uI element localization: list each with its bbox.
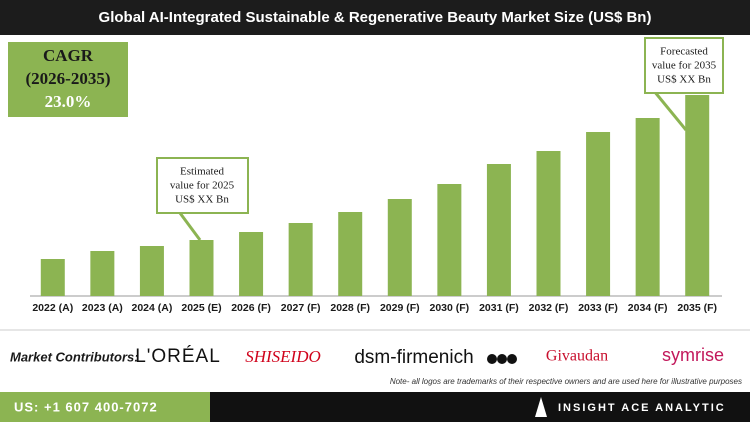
logo-dot: [507, 354, 517, 364]
logo: dsm-firmenich: [354, 347, 473, 368]
contributors-label: Market Contributors:: [10, 349, 139, 364]
bar: [338, 212, 363, 296]
x-tick-label: 2034 (F): [628, 302, 668, 314]
logo: SHISEIDO: [245, 347, 321, 366]
logo-dot: [487, 354, 497, 364]
x-tick-label: 2023 (A): [82, 302, 123, 314]
bar: [40, 259, 65, 296]
cagr-value: 23.0%: [45, 92, 92, 111]
x-tick-label: 2022 (A): [32, 302, 73, 314]
bar: [139, 246, 164, 296]
bar: [635, 118, 660, 296]
logo: Givaudan: [546, 348, 608, 365]
callout-text: Estimated: [180, 166, 224, 178]
bar: [189, 240, 214, 296]
x-tick-label: 2024 (A): [131, 302, 172, 314]
x-tick-label: 2033 (F): [578, 302, 618, 314]
logo-dot: [497, 354, 507, 364]
bar: [536, 151, 561, 296]
chart-title: Global AI-Integrated Sustainable & Regen…: [99, 9, 652, 26]
footer-brand: INSIGHT ACE ANALYTIC: [558, 402, 726, 414]
callout-text: value for 2025: [170, 180, 235, 192]
callout-text: US$ XX Bn: [175, 194, 229, 206]
callout-box: [644, 37, 724, 94]
brand-icon: [535, 397, 547, 417]
callout-line: [178, 212, 202, 241]
footer-phone-bg: [0, 392, 210, 422]
callout-text: US$ XX Bn: [657, 74, 711, 86]
callout-text: Forecasted: [660, 46, 708, 58]
footer-phone: US: +1 607 400-7072: [14, 399, 158, 414]
callout-text: value for 2035: [652, 60, 717, 72]
x-tick-label: 2030 (F): [430, 302, 470, 314]
cagr-box: [8, 42, 128, 117]
logo: symrise: [662, 345, 724, 365]
logo: L'ORÉAL: [135, 346, 221, 367]
bar: [90, 251, 115, 296]
bar: [239, 232, 264, 296]
cagr-label: CAGR: [43, 46, 94, 65]
callout-box: [156, 157, 249, 214]
x-tick-label: 2025 (E): [181, 302, 221, 314]
cagr-period: (2026-2035): [26, 69, 111, 88]
bar: [685, 95, 710, 296]
x-tick-label: 2032 (F): [529, 302, 569, 314]
x-tick-label: 2028 (F): [330, 302, 370, 314]
x-tick-label: 2027 (F): [281, 302, 321, 314]
bar: [387, 199, 412, 296]
bar: [437, 184, 462, 296]
x-tick-label: 2035 (F): [677, 302, 717, 314]
title-bar: [0, 0, 750, 35]
note: Note- all logos are trademarks of their …: [390, 377, 742, 386]
x-tick-label: 2029 (F): [380, 302, 420, 314]
x-tick-label: 2031 (F): [479, 302, 519, 314]
bar: [486, 164, 511, 296]
bar: [586, 132, 611, 296]
x-tick-label: 2026 (F): [231, 302, 271, 314]
bar: [288, 223, 313, 296]
